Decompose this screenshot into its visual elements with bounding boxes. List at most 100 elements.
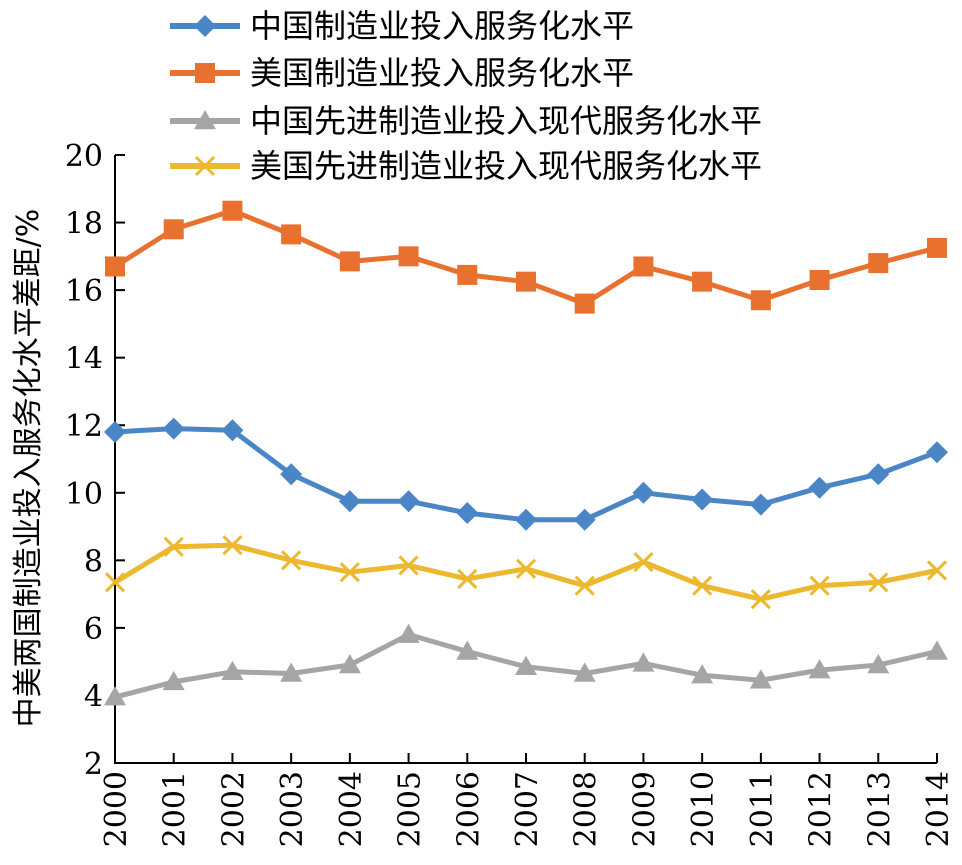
series-4-point [515, 558, 537, 579]
series-3-point [632, 652, 655, 672]
x-tick-label: 2008 [569, 771, 604, 847]
series-2-point [868, 253, 889, 274]
x-tick-label: 2013 [862, 771, 897, 847]
y-tick-label: 16 [65, 274, 103, 309]
series-1-point [573, 508, 596, 531]
series-4-point [457, 568, 478, 589]
series-1-point [338, 490, 361, 513]
y-tick-label: 4 [84, 679, 103, 714]
series-1-point [104, 420, 126, 443]
series-1-point [632, 481, 655, 504]
series-4-point [574, 575, 595, 596]
series-2-point [163, 219, 184, 240]
x-tick-label: 2009 [627, 771, 662, 847]
series-4-point [398, 555, 419, 576]
legend-entry-4: 美国先进制造业投入现代服务化水平 [170, 147, 762, 185]
series-1-point [926, 441, 948, 464]
series-2-point [750, 290, 771, 311]
series-4-point [750, 589, 771, 610]
series-1-point [397, 490, 420, 513]
y-tick-label: 18 [65, 207, 103, 242]
x-tick-label: 2002 [216, 771, 251, 847]
axes: 2 4 6 8 10 12 14 16 18 20 2000 2001 2002 2003 2004 2005… [65, 139, 956, 847]
series-3-point [808, 659, 831, 679]
legend-label: 美国制造业投入服务化水平 [250, 54, 634, 92]
y-tick-label: 2 [84, 747, 103, 782]
series-1-point [456, 502, 479, 525]
series-3-point [280, 662, 303, 682]
series-1-point [515, 508, 537, 531]
series-3-point [104, 686, 126, 706]
series-2-point [574, 293, 595, 314]
series-3-point [926, 640, 948, 660]
y-tick-label: 10 [65, 477, 103, 512]
series-4-point [868, 572, 889, 593]
series-2-point [339, 251, 360, 272]
x-tick-label: 2014 [921, 771, 956, 847]
x-tick-label: 2006 [451, 771, 486, 847]
legend-entry-2: 美国制造业投入服务化水平 [170, 54, 634, 92]
legend-label: 美国先进制造业投入现代服务化水平 [250, 147, 762, 185]
series-3-point [397, 623, 420, 643]
series-2-point [633, 256, 654, 277]
x-tick-label: 2004 [334, 771, 369, 847]
series-1-point [221, 419, 244, 442]
x-tick-label: 2005 [393, 771, 428, 847]
series-2-point [457, 264, 478, 285]
series-4-point [633, 551, 654, 573]
legend-label: 中国制造业投入服务化水平 [250, 7, 634, 45]
series-1-point [691, 488, 714, 511]
series-1-point [808, 476, 831, 499]
series-layer [104, 200, 948, 706]
legend-swatch-marker [194, 15, 216, 37]
series-3-point [749, 669, 772, 689]
series-3-point [573, 662, 596, 682]
legend-swatch-marker [195, 63, 215, 83]
x-tick-label: 2001 [158, 771, 193, 847]
y-tick-label: 12 [65, 409, 103, 444]
series-4-point [809, 575, 830, 596]
series-1-point [280, 463, 303, 486]
series-3-point [691, 664, 714, 684]
series-2-point [927, 237, 947, 258]
legend: 中国制造业投入服务化水平美国制造业投入服务化水平中国先进制造业投入现代服务化水平… [170, 7, 762, 185]
series-3-point [338, 654, 361, 674]
series-2 [105, 200, 947, 314]
legend-label: 中国先进制造业投入现代服务化水平 [250, 102, 762, 140]
y-tick-label: 8 [84, 544, 103, 579]
series-4-point [222, 535, 243, 556]
series-3-point [221, 660, 244, 681]
series-3-point [515, 655, 537, 675]
series-4-point [163, 536, 184, 557]
y-axis-label: 中美两国制造业投入服务化水平差距/% [11, 209, 46, 728]
series-1-line [114, 426, 938, 523]
series-2-point [398, 246, 419, 267]
series-2-point [516, 271, 536, 292]
legend-entry-3: 中国先进制造业投入现代服务化水平 [170, 102, 762, 140]
x-tick-label: 2011 [745, 771, 780, 847]
series-4-point [281, 550, 302, 571]
legend-swatch-marker [194, 110, 216, 130]
series-2-point [281, 224, 302, 245]
y-tick-label: 20 [65, 139, 103, 174]
series-2-point [105, 256, 125, 277]
x-tick-label: 2003 [275, 771, 310, 847]
x-tick-label: 2000 [99, 771, 134, 847]
series-2-point [692, 271, 713, 292]
x-tick-label: 2007 [510, 771, 545, 847]
series-1 [104, 417, 948, 531]
legend-swatch-marker [194, 155, 216, 177]
series-1-point [749, 493, 772, 516]
y-tick-label: 14 [65, 342, 103, 377]
series-4-point [339, 562, 360, 583]
x-tick-label: 2012 [804, 771, 839, 847]
series-4-point [926, 560, 948, 581]
series-1-point [867, 463, 890, 486]
series-1-point [162, 417, 185, 440]
series-3-point [867, 654, 890, 674]
series-3 [104, 623, 948, 706]
series-3-point [162, 670, 185, 691]
series-2-point [809, 269, 830, 290]
series-4 [104, 535, 948, 610]
